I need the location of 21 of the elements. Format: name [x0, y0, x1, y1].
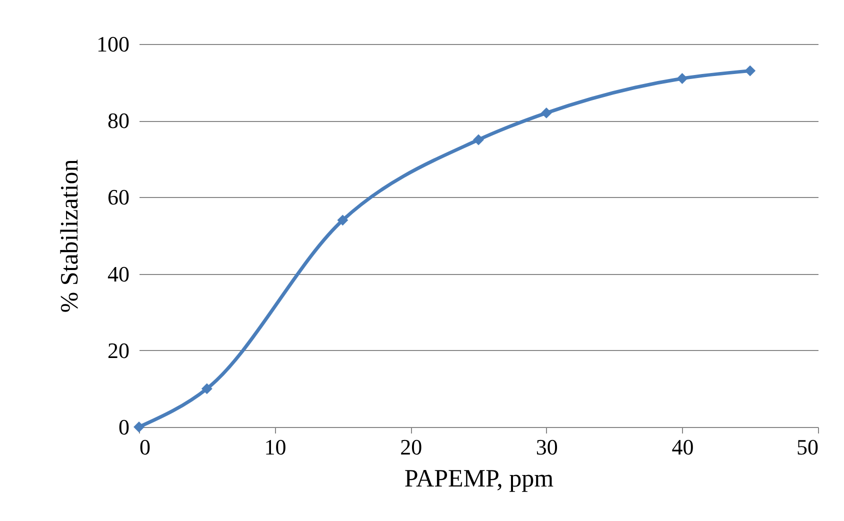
point — [201, 383, 212, 394]
point — [676, 72, 688, 84]
point — [134, 422, 144, 432]
y-tick-label: 20 — [108, 338, 130, 363]
y-tick-label: 40 — [108, 261, 130, 286]
x-tick-label: 20 — [400, 434, 422, 460]
x-tick-label: 30 — [536, 434, 558, 460]
x-axis-title: PAPEMP, ppm — [404, 466, 554, 492]
x-tick-label: 50 — [796, 434, 818, 460]
y-tick-label: 60 — [108, 184, 130, 210]
x-tick-label: 0 — [140, 434, 150, 460]
y-tick-label: 0 — [118, 414, 130, 440]
y-tick-label: 100 — [96, 32, 130, 56]
point — [744, 65, 756, 76]
y-tick-label: 80 — [108, 108, 130, 134]
x-tick-label: 40 — [672, 434, 694, 460]
point — [337, 214, 348, 226]
point — [473, 134, 484, 146]
y-axis-title: % Stabilization — [56, 158, 84, 313]
x-tick-label: 10 — [264, 434, 286, 460]
point — [540, 107, 552, 118]
